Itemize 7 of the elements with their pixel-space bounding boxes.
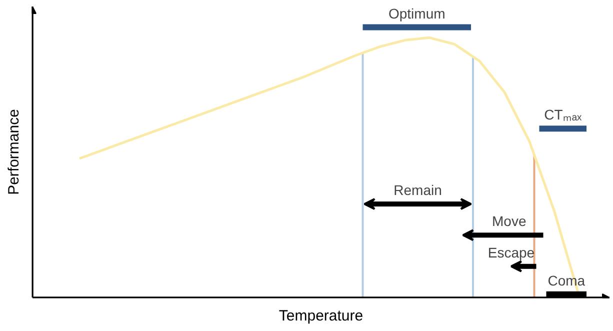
annotation: CTₘₐₓ [544,106,582,123]
annotation: Coma [548,272,586,288]
y-axis-title: Performance [6,109,22,195]
annotation: Remain [394,182,442,198]
annotation: Move [492,213,526,230]
x-axis-title: Temperature [278,308,364,324]
text: Optimum [388,5,446,22]
